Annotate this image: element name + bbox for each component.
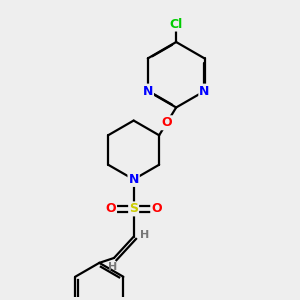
Text: H: H	[108, 262, 117, 272]
Text: N: N	[128, 173, 139, 186]
Text: N: N	[143, 85, 153, 98]
Text: N: N	[199, 85, 210, 98]
Text: Cl: Cl	[169, 17, 183, 31]
Text: O: O	[151, 202, 162, 215]
Text: O: O	[105, 202, 116, 215]
Text: O: O	[161, 116, 172, 129]
Text: S: S	[129, 202, 138, 215]
Text: H: H	[140, 230, 150, 240]
